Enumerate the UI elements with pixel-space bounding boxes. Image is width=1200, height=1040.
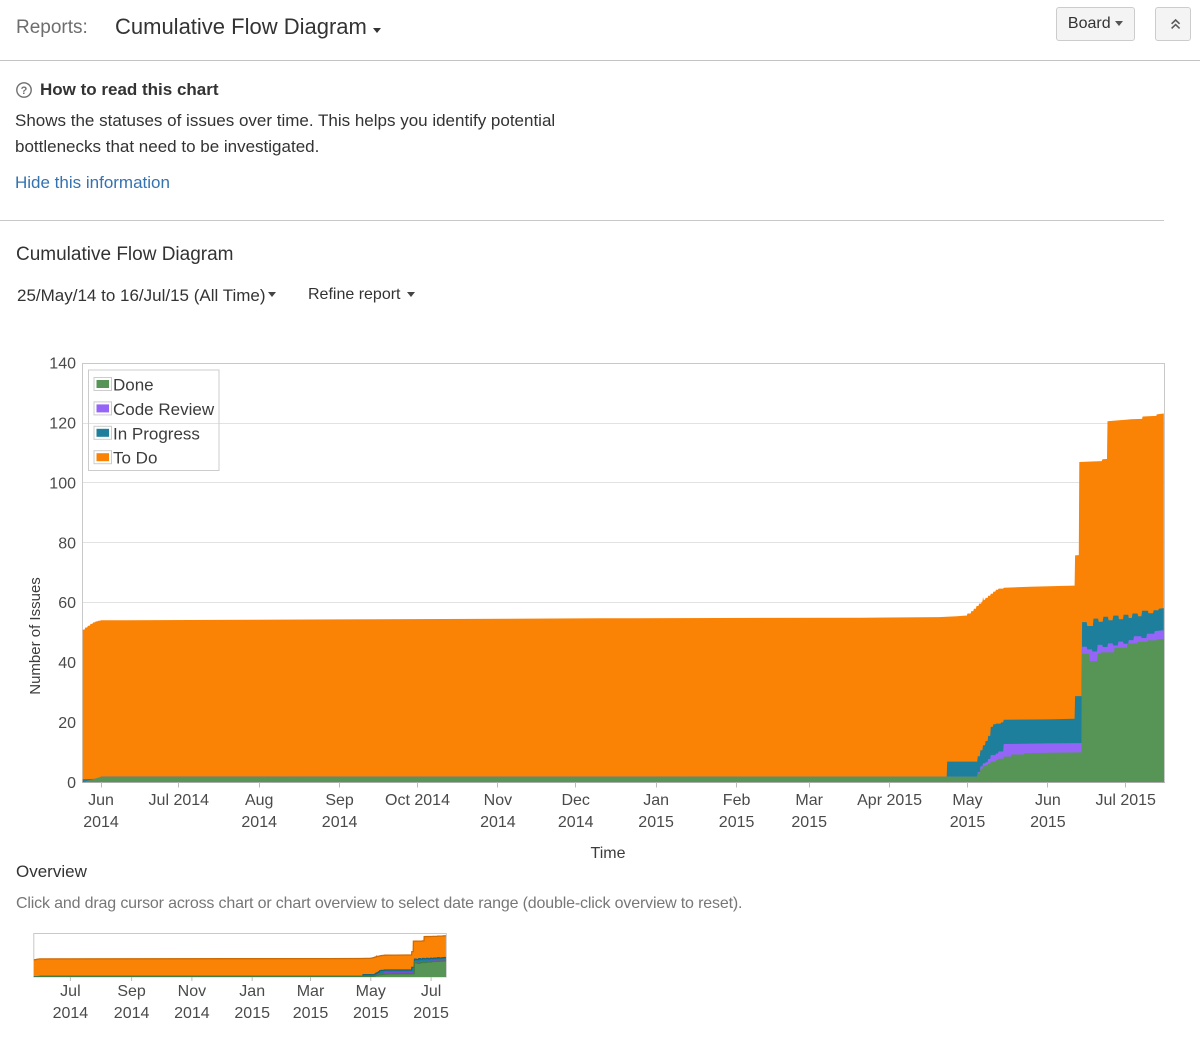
svg-text:Feb: Feb <box>723 792 751 809</box>
svg-text:2015: 2015 <box>950 814 986 831</box>
svg-text:In Progress: In Progress <box>113 424 200 443</box>
svg-text:May: May <box>356 983 386 1000</box>
svg-text:2015: 2015 <box>791 814 827 831</box>
svg-text:Jan: Jan <box>239 983 265 1000</box>
svg-text:120: 120 <box>49 416 76 433</box>
svg-text:140: 140 <box>49 356 76 373</box>
svg-text:2015: 2015 <box>293 1005 329 1022</box>
svg-text:Done: Done <box>113 376 154 395</box>
svg-text:?: ? <box>21 85 28 97</box>
svg-text:2014: 2014 <box>174 1005 210 1022</box>
svg-text:2015: 2015 <box>719 814 755 831</box>
svg-text:Jul: Jul <box>421 983 441 1000</box>
svg-text:Sep: Sep <box>325 792 354 809</box>
svg-text:2014: 2014 <box>114 1005 150 1022</box>
svg-text:0: 0 <box>67 775 76 792</box>
svg-text:2015: 2015 <box>413 1005 449 1022</box>
svg-text:100: 100 <box>49 475 76 492</box>
svg-text:Jun: Jun <box>1035 792 1061 809</box>
svg-text:80: 80 <box>58 535 76 552</box>
svg-text:2014: 2014 <box>480 814 516 831</box>
svg-text:2014: 2014 <box>322 814 358 831</box>
svg-text:2015: 2015 <box>353 1005 389 1022</box>
svg-text:Mar: Mar <box>297 983 325 1000</box>
svg-text:40: 40 <box>58 655 76 672</box>
svg-text:Jul: Jul <box>60 983 80 1000</box>
svg-text:2014: 2014 <box>241 814 277 831</box>
svg-text:Time: Time <box>591 845 626 862</box>
svg-text:Jun: Jun <box>88 792 114 809</box>
svg-text:May: May <box>952 792 982 809</box>
svg-text:20: 20 <box>58 715 76 732</box>
svg-text:Mar: Mar <box>795 792 823 809</box>
svg-text:Nov: Nov <box>484 792 512 809</box>
svg-text:2015: 2015 <box>638 814 674 831</box>
svg-text:To Do: To Do <box>113 449 157 468</box>
svg-text:Jul 2014: Jul 2014 <box>149 792 210 809</box>
svg-text:Jul 2015: Jul 2015 <box>1095 792 1156 809</box>
svg-text:Sep: Sep <box>117 983 146 1000</box>
svg-text:Oct 2014: Oct 2014 <box>385 792 450 809</box>
svg-text:Code Review: Code Review <box>113 400 215 419</box>
svg-text:Nov: Nov <box>178 983 206 1000</box>
svg-text:Number of Issues: Number of Issues <box>27 577 44 695</box>
svg-text:60: 60 <box>58 595 76 612</box>
svg-text:2015: 2015 <box>1030 814 1066 831</box>
svg-text:Apr 2015: Apr 2015 <box>857 792 922 809</box>
svg-text:2015: 2015 <box>234 1005 270 1022</box>
svg-text:2014: 2014 <box>83 814 119 831</box>
svg-text:2014: 2014 <box>53 1005 89 1022</box>
svg-text:2014: 2014 <box>558 814 594 831</box>
svg-text:Aug: Aug <box>245 792 273 809</box>
svg-text:Dec: Dec <box>561 792 589 809</box>
svg-text:Jan: Jan <box>643 792 669 809</box>
